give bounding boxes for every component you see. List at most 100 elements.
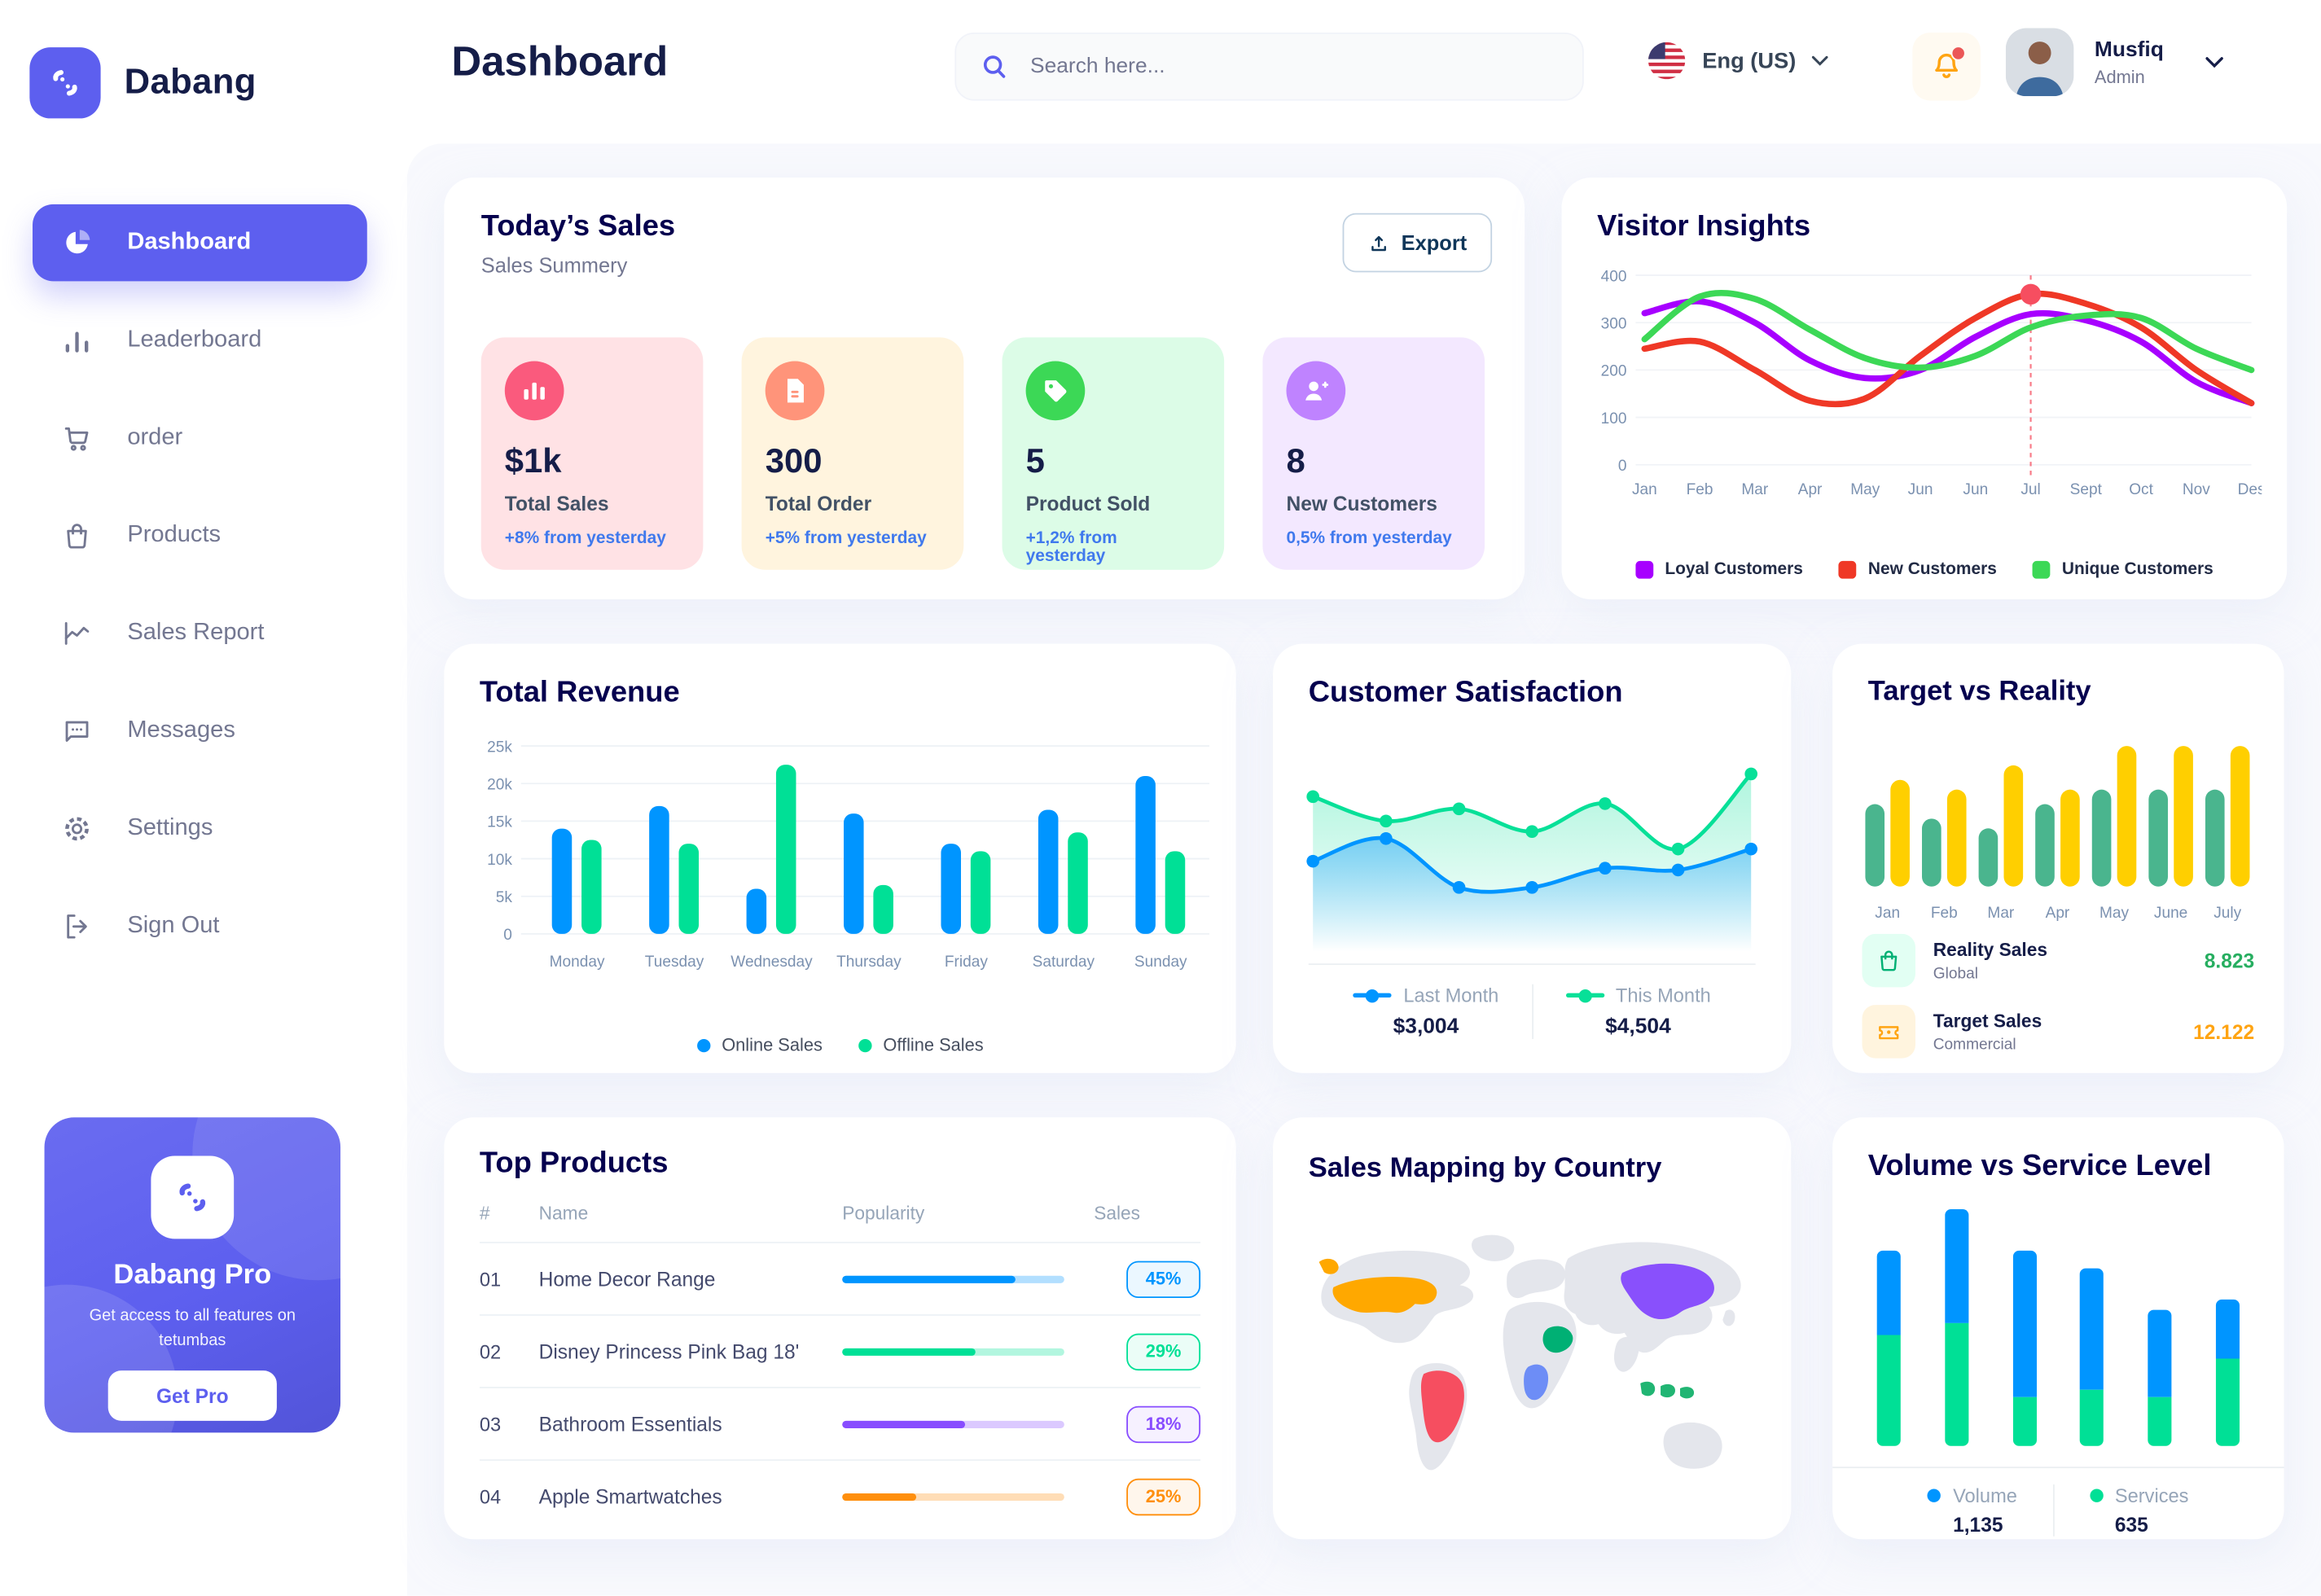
top-bar: Dashboard (399, 0, 2321, 144)
legend-item-offline-sales: Offline Sales (858, 1034, 984, 1055)
legend-item-new-customers: New Customers (1838, 560, 1997, 579)
sales-mapping-title: Sales Mapping by Country (1308, 1152, 1662, 1185)
customer-satisfaction-chart (1306, 767, 1758, 952)
legend-item-volume: Volume 1,135 (1893, 1484, 2053, 1537)
legend-sublabel: Commercial (1933, 1035, 2016, 1054)
table-row-home-decor-range[interactable]: 01 Home Decor Range 45% (479, 1243, 1201, 1316)
stat-label: Total Sales (504, 493, 609, 515)
export-label: Export (1401, 230, 1468, 255)
sidebar-item-label: Dashboard (127, 229, 252, 255)
export-button[interactable]: Export (1341, 213, 1493, 273)
stat-delta: +1,2% from yesterday (1025, 529, 1117, 566)
sidebar-item-order[interactable]: order (33, 400, 367, 477)
stacked-bar-4 (2080, 1268, 2104, 1446)
legend-label: Services (2114, 1484, 2189, 1507)
stacked-bar-5 (2148, 1309, 2172, 1446)
map-country-indonesia[interactable] (1640, 1381, 1695, 1399)
legend-label: Online Sales (722, 1034, 823, 1055)
map-country-congo[interactable] (1524, 1364, 1549, 1401)
target-vs-reality-chart: Jan Feb Mar Apr May June July (1865, 746, 2250, 922)
map-country-saudi[interactable] (1542, 1326, 1573, 1353)
legend-item-online-sales: Online Sales (696, 1034, 823, 1055)
svg-text:Jul: Jul (2020, 481, 2040, 498)
product-rank: 01 (479, 1267, 502, 1291)
sales-badge: 18% (1126, 1405, 1201, 1443)
sidebar-item-label: Sales Report (127, 620, 265, 646)
popularity-bar-fill (842, 1419, 965, 1428)
legend-label: Target Sales (1933, 1010, 2042, 1031)
legend-total: 635 (2114, 1514, 2148, 1537)
volume-service-chart (1876, 1208, 2240, 1446)
table-row-bathroom-essentials[interactable]: 03 Bathroom Essentials 18% (479, 1388, 1201, 1461)
sidebar-item-label: order (127, 424, 183, 450)
top-products-card: Top Products # Name Popularity Sales 01 Home… (444, 1117, 1236, 1540)
sidebar-item-dashboard[interactable]: Dashboard (32, 204, 367, 282)
map-country-brazil[interactable] (1420, 1370, 1464, 1443)
ticket-icon (1862, 1005, 1915, 1059)
svg-text:Nov: Nov (2183, 481, 2210, 498)
stat-label: Product Sold (1025, 493, 1151, 515)
promo-logo-icon (151, 1155, 235, 1239)
notifications-button[interactable] (1912, 32, 1981, 101)
sidebar-item-messages[interactable]: Messages (33, 693, 367, 770)
legend-total: $4,504 (1605, 1015, 1671, 1039)
sidebar-item-settings[interactable]: Settings (33, 791, 367, 868)
svg-text:Apr: Apr (1798, 481, 1823, 498)
popularity-bar-track (842, 1493, 1064, 1501)
services-segment (2148, 1396, 2172, 1446)
get-pro-button[interactable]: Get Pro (107, 1370, 277, 1421)
svg-text:Tuesday: Tuesday (645, 954, 704, 971)
language-selector[interactable]: Eng (US) (1648, 42, 1829, 80)
legend-dot (696, 1038, 710, 1052)
svg-text:May: May (2099, 905, 2130, 922)
svg-text:Friday: Friday (945, 954, 988, 971)
legend-dot (858, 1038, 871, 1052)
search-bar[interactable] (954, 32, 1584, 101)
legend-marker (1353, 993, 1392, 998)
promo-subtitle: Get access to all features on tetumbas (89, 1306, 296, 1349)
svg-text:300: 300 (1601, 316, 1627, 333)
stat-card-total-order: 300 Total Order +5% from yesterday (741, 337, 964, 570)
sidebar-item-sales-report[interactable]: Sales Report (33, 595, 367, 673)
product-rank: 03 (479, 1412, 502, 1436)
map-country-usa[interactable] (1332, 1277, 1437, 1313)
sidebar-item-label: Messages (127, 717, 235, 743)
table-row-apple-smartwatches[interactable]: 04 Apple Smartwatches 25% (480, 1461, 1201, 1532)
legend-value: 8.823 (2204, 949, 2255, 972)
profile-menu[interactable]: Musfiq Admin (2005, 28, 2223, 97)
legend-value: 12.122 (2193, 1020, 2255, 1043)
sidebar-item-leaderboard[interactable]: Leaderboard (33, 302, 367, 379)
svg-text:100: 100 (1601, 410, 1627, 428)
stat-label: Total Order (765, 493, 872, 515)
search-input[interactable] (1027, 53, 1559, 81)
sales-badge: 45% (1126, 1260, 1201, 1298)
svg-text:25k: 25k (487, 739, 512, 756)
popularity-bar-track (842, 1274, 1064, 1282)
stat-card-new-customers: 8 New Customers 0,5% from yesterday (1262, 337, 1485, 570)
sidebar-item-products[interactable]: Products (33, 498, 367, 575)
svg-text:Saturday: Saturday (1033, 954, 1095, 971)
map-country-china[interactable] (1621, 1263, 1714, 1320)
table-row-disney-princess-pink-bag-18[interactable]: 02 Disney Princess Pink Bag 18' 29% (479, 1316, 1201, 1388)
stat-cards-row: $1k Total Sales +8% from yesterday 300 Total… (480, 337, 1485, 570)
legend-row-target-sales: Target Sales Commercial 12.122 (1862, 1005, 2255, 1059)
bell-icon (1935, 53, 1959, 79)
legend-label: This Month (1615, 984, 1711, 1006)
stacked-bar-2 (1944, 1208, 1969, 1446)
volume-segment (2012, 1250, 2037, 1397)
notification-badge (1950, 46, 1966, 61)
sidebar-item-sign-out[interactable]: Sign Out (33, 888, 367, 966)
total-revenue-legend: Online Sales Offline Sales (444, 1034, 1235, 1055)
app-name: Dabang (124, 62, 257, 103)
todays-sales-subtitle: Sales Summery (480, 252, 628, 277)
map-country-usa-alaska (1318, 1258, 1339, 1274)
app-logo-icon (29, 47, 101, 119)
svg-text:Oct: Oct (2129, 481, 2153, 498)
product-rank: 02 (479, 1340, 502, 1363)
svg-text:Wednesday: Wednesday (731, 954, 813, 971)
svg-text:20k: 20k (487, 777, 512, 794)
svg-text:Mar: Mar (1987, 905, 2015, 922)
legend-swatch (1838, 560, 1857, 579)
visitor-insights-chart: 0 100 200 300 400 Jan Feb Mar Apr May Jun Jun Jul Sep… (1601, 268, 2262, 498)
search-icon (980, 52, 1009, 81)
